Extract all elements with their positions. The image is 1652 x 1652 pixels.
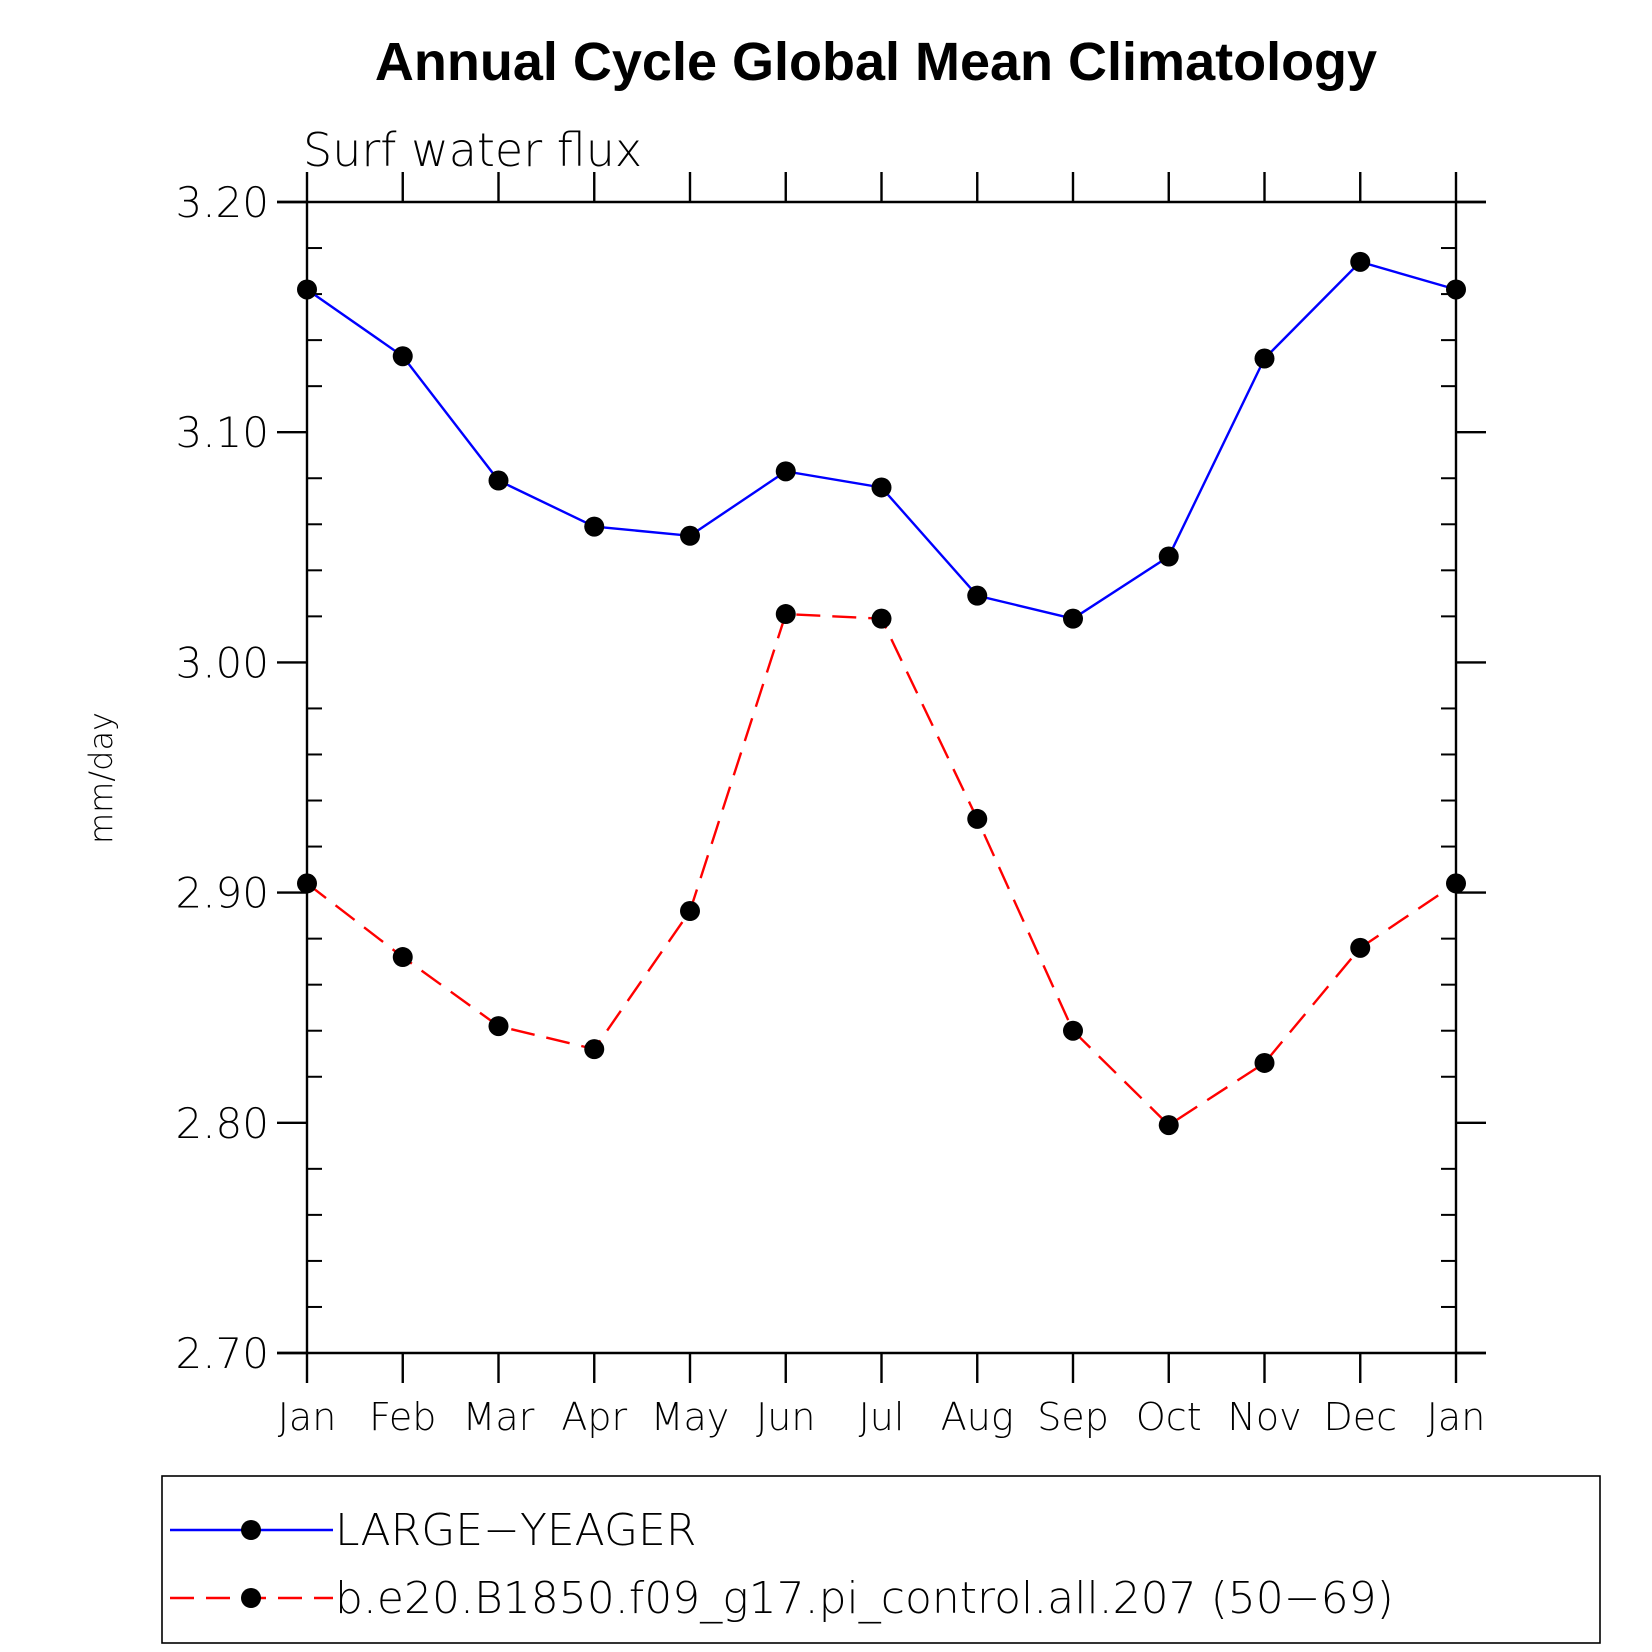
series-line-1 — [306, 612, 1457, 1127]
x-tick-label: Jan — [1427, 1395, 1486, 1439]
x-tick-label: Sep — [1037, 1395, 1109, 1439]
legend-marker-0 — [241, 1520, 261, 1540]
data-point — [488, 1016, 509, 1037]
data-point — [392, 346, 413, 367]
x-tick-label: Apr — [561, 1395, 627, 1439]
x-tick-label: May — [651, 1395, 730, 1439]
chart-subtitle: Surf water flux — [303, 123, 642, 177]
data-point — [297, 873, 317, 894]
data-point — [1254, 348, 1275, 369]
data-point — [584, 516, 605, 537]
data-point — [967, 585, 988, 606]
legend-box — [161, 1475, 1601, 1644]
x-tick-label: Feb — [369, 1395, 436, 1439]
legend: LARGE−YEAGER b.e20.B1850.f09_g17.pi_contr… — [170, 1505, 1394, 1624]
x-tick-label: Dec — [1323, 1395, 1397, 1439]
data-point — [1158, 1115, 1179, 1136]
y-tick-label: 3.10 — [175, 408, 269, 457]
x-tick-label: Oct — [1136, 1395, 1202, 1439]
data-point — [1254, 1052, 1275, 1073]
x-tick-label: Nov — [1227, 1395, 1301, 1439]
data-point — [871, 477, 892, 498]
y-tick-label: 3.00 — [175, 638, 269, 687]
x-tick-label: Aug — [941, 1395, 1014, 1439]
x-tick-label: Jan — [278, 1395, 337, 1439]
data-point — [680, 901, 700, 922]
data-point — [584, 1039, 605, 1060]
series-line-0 — [306, 260, 1457, 620]
data-point — [775, 461, 796, 482]
y-tick-label: 2.80 — [175, 1099, 269, 1148]
legend-marker-1 — [241, 1588, 261, 1608]
data-point — [1063, 608, 1083, 629]
y-tick-label: 3.20 — [175, 178, 269, 227]
data-point — [1446, 279, 1466, 300]
data-point — [871, 608, 892, 629]
legend-label-1: b.e20.B1850.f09_g17.pi_control.all.207 (… — [335, 1573, 1394, 1624]
x-tick-label: Jul — [859, 1395, 905, 1439]
data-point — [488, 470, 509, 491]
x-tick-label: Mar — [463, 1395, 535, 1439]
data-point — [680, 525, 700, 546]
chart-title: Annual Cycle Global Mean Climatology — [375, 32, 1377, 92]
data-point — [1350, 251, 1371, 272]
data-point — [1350, 937, 1371, 958]
axes-layer: Jan Feb Mar Apr May Jun Jul Aug Sep Oct Nov Dec Jan2… — [175, 172, 1486, 1439]
data-point — [1158, 546, 1179, 567]
y-tick-label: 2.90 — [175, 869, 269, 918]
x-tick-label: Jun — [756, 1395, 815, 1439]
y-tick-label: 2.70 — [175, 1329, 269, 1378]
data-point — [1446, 873, 1466, 894]
data-point — [775, 604, 796, 625]
data-point — [1063, 1020, 1083, 1041]
data-point — [392, 947, 413, 968]
data-point — [297, 279, 317, 300]
y-axis-label: mm/day — [82, 712, 120, 844]
data-point — [967, 808, 988, 829]
legend-label-0: LARGE−YEAGER — [335, 1505, 696, 1556]
series-layer — [297, 251, 1466, 1136]
